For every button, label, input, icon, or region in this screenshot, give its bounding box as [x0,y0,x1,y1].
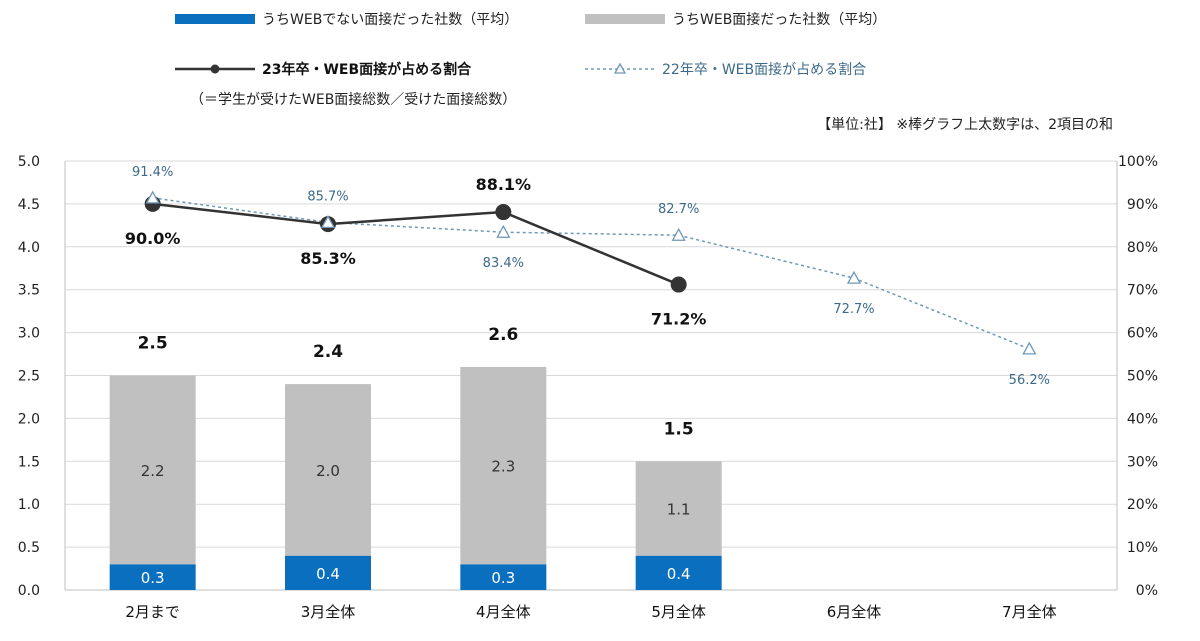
x-tick-label: 6月全体 [827,603,882,621]
y-right-tick-label: 0% [1136,583,1158,599]
x-tick-label: 3月全体 [301,603,356,621]
x-tick-label: 4月全体 [476,603,531,621]
line-22-point [145,190,160,204]
y-right-tick-label: 10% [1127,540,1158,556]
line-22-label: 91.4% [132,165,173,180]
line-23-label: 90.0% [125,229,181,248]
legend-swatch-web [585,14,665,24]
y-left-tick-label: 4.5 [18,197,40,213]
line-22-label: 56.2% [1009,373,1050,388]
legend-marker-line22 [613,62,627,74]
y-left-tick-label: 4.0 [18,240,40,256]
bar-total-label: 2.4 [313,342,343,362]
y-right-tick-label: 20% [1127,497,1158,513]
bar-segment-web [460,366,547,565]
x-tick-label: 2月まで [125,603,180,621]
x-axis: 2月まで 3月全体 4月全体 5月全体 6月全体 7月全体 [125,603,1056,621]
legend: うちWEBでない面接だった社数（平均） うちWEB面接だった社数（平均） 23年… [175,11,886,108]
bar-label-non-web: 0.4 [316,565,340,583]
y-right-tick-label: 100% [1118,154,1158,170]
y-left-tick-label: 1.5 [18,454,40,470]
legend-label-non-web: うちWEBでない面接だった社数（平均） [262,11,518,28]
line-23-series [152,202,680,286]
legend-swatch-non-web [175,14,255,24]
line-23-label: 85.3% [300,249,356,268]
y-left-tick-label: 3.5 [18,283,40,299]
legend-label-line23: 23年卒・WEB面接が占める割合 [262,61,472,78]
line-23-point [670,276,687,293]
bar-segment-web [635,461,722,556]
bar-segment-web [109,375,196,565]
lines: 90.0% 85.3% 88.1% 71.2% 91.4% 85.7% 83.4% 82.7%… [125,165,1050,388]
bar-segment-non-web [635,555,722,590]
y-right-tick-label: 90% [1127,197,1158,213]
x-tick-label: 5月全体 [651,603,706,621]
line-23-label: 88.1% [476,175,532,194]
y-left-tick-label: 0.5 [18,540,40,556]
legend-label-web: うちWEB面接だった社数（平均） [672,11,886,28]
bar-total-label: 2.6 [488,325,518,345]
legend-label-line22: 22年卒・WEB面接が占める割合 [662,61,866,78]
line-22-label: 72.7% [833,302,874,317]
y-left-tick-label: 5.0 [18,154,40,170]
y-axis-left: 0.0 0.5 1.0 1.5 2.0 2.5 3.0 3.5 4.0 4.5 5.0 [18,154,40,599]
bar-segment-non-web [460,564,547,590]
y-right-tick-label: 50% [1127,369,1158,385]
bar-total-label: 1.5 [664,419,694,439]
line-22-series [152,197,1030,350]
y-left-tick-label: 3.0 [18,326,40,342]
y-right-tick-label: 70% [1127,283,1158,299]
line-22-label: 83.4% [483,256,524,271]
bar-label-non-web: 0.3 [141,569,165,587]
bar-label-web: 2.2 [141,462,165,480]
bar-label-non-web: 0.3 [491,569,515,587]
y-right-tick-label: 30% [1127,454,1158,470]
bar-segment-web [285,384,371,556]
y-right-tick-label: 40% [1127,411,1158,427]
y-left-tick-label: 2.0 [18,411,40,427]
legend-marker-line23 [210,64,220,74]
line-22-point [846,270,862,284]
bar-label-web: 1.1 [667,500,691,518]
legend-note-line23: （＝学生が受けたWEB面接総数／受けた面接総数） [190,91,516,108]
bars: 0.3 2.2 2.5 0.4 2.0 2.4 0.3 2.3 2.6 0.4 1.1 1.5 [109,325,722,590]
line-23-label: 71.2% [651,310,707,329]
bar-segment-non-web [285,555,371,590]
line-22-point [671,227,686,241]
bar-label-web: 2.3 [491,458,515,476]
line-22-label: 85.7% [307,189,348,204]
x-tick-label: 7月全体 [1002,603,1057,621]
unit-note: 【単位:社】 ※棒グラフ上太数字は、2項目の和 [817,117,1113,133]
y-left-tick-label: 0.0 [18,583,40,599]
line-22-point [320,214,336,228]
y-left-tick-label: 2.5 [18,369,40,385]
y-right-tick-label: 80% [1127,240,1158,256]
gridlines [64,160,1118,591]
bar-total-label: 2.5 [138,334,168,354]
bar-segment-non-web [109,564,196,590]
line-22-point [496,224,511,238]
y-left-tick-label: 1.0 [18,497,40,513]
line-23-point [495,204,512,221]
bar-label-web: 2.0 [316,462,340,480]
y-right-tick-label: 60% [1127,326,1158,342]
line-22-label: 82.7% [658,202,699,217]
bar-label-non-web: 0.4 [667,565,691,583]
line-22-point [1022,341,1037,355]
y-axis-right: 0% 10% 20% 30% 40% 50% 60% 70% 80% 90% 100% [1118,154,1158,599]
